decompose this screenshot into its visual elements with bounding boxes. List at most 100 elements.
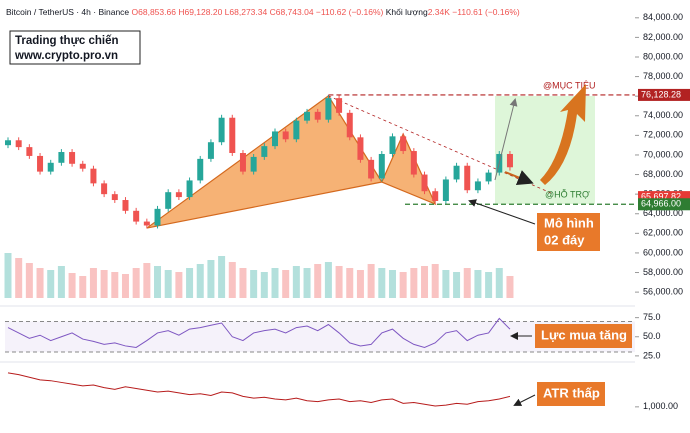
volume-bar	[111, 272, 119, 298]
volume-bar	[57, 266, 65, 298]
volume-bar	[292, 266, 300, 298]
candle-body	[175, 192, 182, 198]
y-tick-label: 78,000.00	[643, 71, 683, 81]
candle-body	[250, 156, 257, 172]
volume-bar	[314, 264, 322, 298]
y-tick-label: 1,000.00	[643, 401, 678, 411]
callout-text: ATR thấp	[543, 385, 600, 400]
candle-body	[368, 159, 375, 179]
candle-body	[506, 153, 513, 168]
candle-body	[15, 140, 22, 148]
volume-bar	[68, 273, 76, 298]
volume-bar	[15, 258, 23, 298]
volume-bar	[47, 270, 55, 298]
volume-bar	[399, 272, 407, 298]
y-tick-label: 74,000.00	[643, 110, 683, 120]
candle-body	[453, 165, 460, 180]
candle-body	[143, 221, 150, 226]
volume-bar	[506, 276, 514, 298]
callout	[537, 382, 605, 406]
candle-body	[432, 191, 439, 202]
open: O68,853.66	[132, 7, 177, 17]
candle-body	[47, 162, 54, 172]
volume-bar	[463, 268, 471, 298]
volume-bar	[410, 268, 418, 298]
price-label: 76,128.28	[641, 89, 681, 99]
candle-body	[186, 180, 193, 198]
volume-bar	[324, 262, 332, 298]
series-line	[7, 372, 511, 407]
y-tick-label: 84,000.00	[643, 12, 683, 22]
neckline	[328, 95, 554, 195]
candle-body	[229, 117, 236, 153]
volume-bar	[335, 266, 343, 298]
volume-bar	[303, 268, 311, 298]
volume-bar	[474, 270, 482, 298]
arrow	[494, 98, 518, 181]
candle-body	[69, 152, 76, 164]
volume-bar	[442, 270, 450, 298]
symbol: Bitcoin / TetherUS · 4h · Binance	[6, 7, 129, 17]
close: C68,743.04	[270, 7, 314, 17]
y-tick-label: 60,000.00	[643, 247, 683, 257]
volume-bar	[218, 256, 226, 298]
candle-body	[261, 146, 268, 157]
arrow	[513, 394, 536, 406]
candle-body	[218, 117, 225, 143]
candle-body	[154, 208, 161, 226]
candle-body	[442, 179, 449, 202]
volume-bar	[36, 268, 44, 298]
volume-bar	[132, 268, 140, 298]
volume-change: −110.61 (−0.16%)	[452, 7, 520, 17]
change: −110.62 (−0.16%)	[316, 7, 384, 17]
candle-body	[239, 153, 246, 172]
price-label-bg	[638, 88, 690, 101]
callout-text: Lực mua tăng	[541, 327, 627, 342]
target-label: @MỤC TIÊU	[543, 80, 595, 90]
volume-bar	[79, 276, 87, 298]
volume-bar	[25, 263, 33, 298]
callout-text: Mô hình	[544, 215, 594, 230]
high: H69,128.20	[178, 7, 222, 17]
candle-body	[26, 147, 33, 156]
volume-bar	[346, 268, 354, 298]
candle-body	[90, 168, 97, 184]
arrow	[468, 199, 536, 225]
brand-box	[9, 30, 141, 65]
volume-bar	[154, 266, 162, 298]
volume-bar	[367, 264, 375, 298]
callout	[537, 213, 600, 251]
volume-bar	[282, 270, 290, 298]
volume-bar	[186, 268, 194, 298]
candle-body	[101, 183, 108, 195]
candle-body	[400, 136, 407, 152]
y-tick-label: 72,000.00	[643, 130, 683, 140]
volume-bar	[143, 263, 151, 298]
price-label: 64,966.00	[641, 199, 681, 209]
y-tick-label: 70,000.00	[643, 149, 683, 159]
candle-body	[389, 136, 396, 154]
price-label-bg	[638, 198, 690, 211]
volume-bar	[378, 268, 386, 298]
candle-body	[122, 200, 129, 211]
candle-body	[207, 142, 214, 159]
candle-body	[111, 194, 118, 201]
candle-body	[304, 111, 311, 121]
y-tick-label: 80,000.00	[643, 51, 683, 61]
y-tick-label: 25.0	[643, 350, 661, 360]
candle-body	[133, 210, 140, 222]
volume: 2.34K	[428, 7, 451, 17]
callout-text: 02 đáy	[544, 232, 585, 247]
volume-bar	[431, 264, 439, 298]
layer: 56,000.00 58,000.00 60,000.00 62,000.00 64,0…	[4, 12, 690, 411]
candle-body	[474, 181, 481, 191]
volume-bar	[356, 270, 364, 298]
volume-bar	[196, 264, 204, 298]
y-tick-label: 75.0	[643, 312, 661, 322]
candle-body	[293, 120, 300, 140]
y-tick-label: 58,000.00	[643, 267, 683, 277]
candle-body	[464, 165, 471, 191]
volume-bar	[388, 270, 396, 298]
candle-body	[485, 172, 492, 182]
